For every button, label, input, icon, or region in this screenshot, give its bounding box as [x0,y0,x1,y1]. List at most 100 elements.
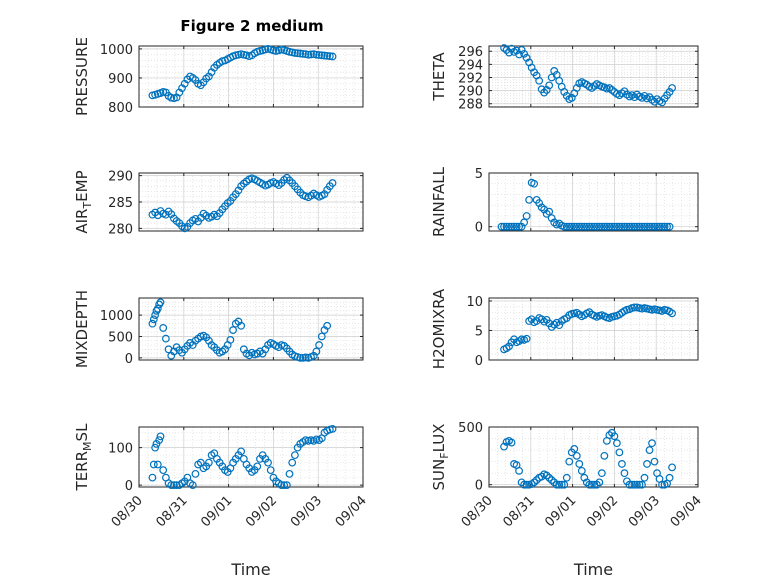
data-point [226,336,235,344]
data-point [633,222,641,231]
data-point [505,222,513,231]
data-point [645,222,654,231]
data-point [537,203,546,212]
data-point [547,323,556,331]
axes-box [138,45,364,108]
data-series [500,428,676,489]
y-axis-label: AIRTEMP [73,170,94,233]
data-point [648,439,656,448]
y-axis-label: PRESSURE [73,37,91,116]
data-point [291,49,299,57]
data-point [264,458,272,467]
data-point [613,439,621,448]
data-point [159,466,168,475]
data-point [615,222,624,231]
x-tick-label: 08/31 [501,493,538,530]
data-point [635,480,644,489]
y-axis-label: MIXDEPTH [73,290,91,368]
data-point [237,447,246,456]
x-tick-label: 09/01 [198,493,235,530]
data-point [650,222,659,231]
subplot-h2omixra: 0 5 10 H2OMIXRA [430,288,699,369]
data-point [560,222,569,231]
axes-box [488,45,699,108]
data-point [618,460,626,468]
data-point [653,222,661,231]
data-point [650,457,659,466]
data-point [625,222,634,231]
data-point [580,222,589,231]
data-point [537,315,546,324]
data-point [502,46,511,54]
figure-title: Figure 2 medium [180,17,323,35]
data-point [560,480,569,489]
data-point [328,424,337,433]
data-point [282,481,291,490]
x-tick-label: 08/30 [459,493,496,530]
data-point [296,49,305,58]
data-point [148,319,157,328]
y-tick-label: 290 [458,85,483,100]
data-point [582,222,591,231]
data-point [665,88,674,96]
axes-box [488,297,699,361]
data-point [618,222,626,231]
data-point [597,469,606,478]
data-point [665,473,674,482]
data-point [530,478,539,487]
data-point [525,195,534,204]
y-tick-label: 0 [125,352,133,367]
data-point [585,222,594,231]
data-point [159,324,168,332]
data-point [505,48,513,57]
data-point [650,97,659,106]
data-point [668,463,676,472]
data-point [535,76,544,85]
data-point [565,457,574,466]
data-point [665,222,674,231]
y-tick-label: 290 [108,170,133,185]
y-tick-label: 0 [125,479,133,494]
data-point [585,480,594,489]
data-point [592,480,601,489]
data-point [620,222,629,231]
data-point [312,50,321,59]
data-point [565,222,574,231]
data-point [547,214,556,223]
data-point [507,222,516,231]
major-grid [138,427,364,487]
data-point [575,222,584,231]
data-point [625,480,634,489]
data-point [497,222,506,231]
data-point [602,222,611,231]
data-point [630,222,639,231]
y-tick-label: 1000 [100,43,133,58]
data-point [577,222,586,231]
data-point [315,51,323,59]
data-point [630,480,639,489]
y-tick-label: 288 [458,98,483,113]
x-tick-label: 09/01 [542,493,579,530]
data-point [317,332,326,341]
data-point [280,481,289,490]
data-point [590,222,599,231]
data-point [600,451,609,460]
data-point [312,347,321,356]
data-point [635,222,644,231]
data-point [557,480,566,489]
data-point [587,222,596,231]
data-point [537,472,546,481]
subplot-pressure: 800 900 1000 PRESSURE [73,37,364,116]
data-point [325,52,334,61]
data-point [167,481,176,490]
y-tick-label: 5 [475,324,483,339]
data-point [620,469,629,478]
y-tick-label: 10 [466,295,483,310]
data-point [540,88,549,97]
data-point [577,466,586,475]
data-point [640,91,649,100]
data-point [542,471,551,480]
y-tick-label: 292 [458,71,483,86]
data-series [148,298,332,362]
